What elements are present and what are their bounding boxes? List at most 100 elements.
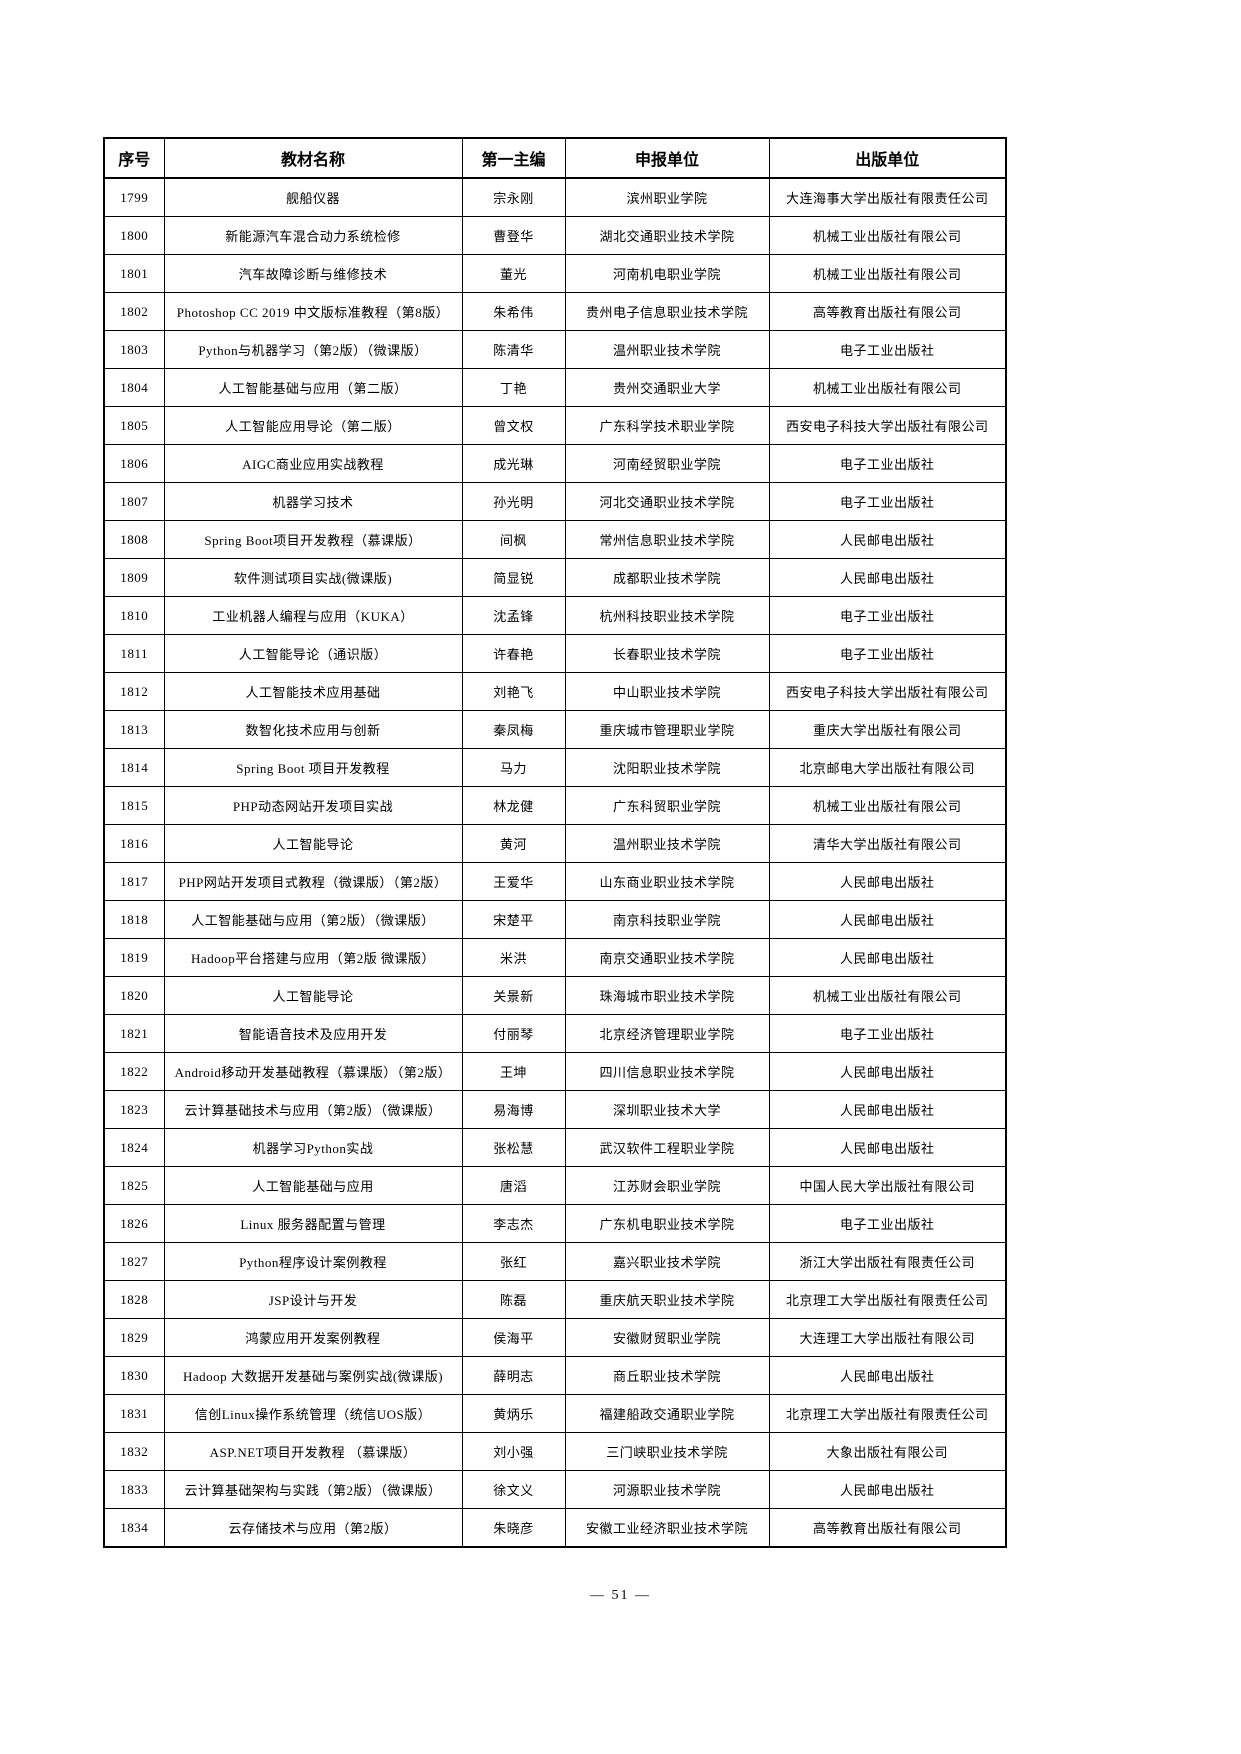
cell-first-editor: 沈孟锋 [461,596,566,635]
cell-publishing-unit: 高等教育出版社有限公司 [768,292,1007,331]
cell-publishing-unit: 人民邮电出版社 [768,1052,1007,1091]
cell-textbook-name: Python程序设计案例教程 [163,1242,463,1281]
cell-first-editor: 丁艳 [461,368,566,407]
cell-first-editor: 董光 [461,254,566,293]
cell-textbook-name: 云计算基础架构与实践（第2版）（微课版） [163,1470,463,1509]
table-row: 1829 鸿蒙应用开发案例教程 侯海平 安徽财贸职业学院 大连理工大学出版社有限公司 [103,1318,1007,1357]
cell-applying-unit: 三门峡职业技术学院 [564,1432,770,1471]
cell-first-editor: 宗永刚 [461,177,566,217]
cell-applying-unit: 杭州科技职业技术学院 [564,596,770,635]
cell-textbook-name: 机器学习Python实战 [163,1128,463,1167]
cell-applying-unit: 嘉兴职业技术学院 [564,1242,770,1281]
cell-serial-number: 1820 [103,976,165,1015]
cell-serial-number: 1800 [103,216,165,255]
cell-serial-number: 1804 [103,368,165,407]
cell-applying-unit: 湖北交通职业技术学院 [564,216,770,255]
cell-applying-unit: 重庆航天职业技术学院 [564,1280,770,1319]
cell-first-editor: 陈清华 [461,330,566,369]
cell-first-editor: 唐滔 [461,1166,566,1205]
cell-publishing-unit: 电子工业出版社 [768,330,1007,369]
cell-publishing-unit: 人民邮电出版社 [768,1356,1007,1395]
cell-publishing-unit: 机械工业出版社有限公司 [768,254,1007,293]
table-row: 1823 云计算基础技术与应用（第2版）（微课版） 易海博 深圳职业技术大学 人民邮电出… [103,1090,1007,1129]
cell-first-editor: 易海博 [461,1090,566,1129]
cell-applying-unit: 重庆城市管理职业学院 [564,710,770,749]
cell-applying-unit: 河南经贸职业学院 [564,444,770,483]
cell-textbook-name: 人工智能导论（通识版） [163,634,463,673]
cell-serial-number: 1824 [103,1128,165,1167]
cell-publishing-unit: 人民邮电出版社 [768,938,1007,977]
cell-serial-number: 1806 [103,444,165,483]
cell-publishing-unit: 人民邮电出版社 [768,1090,1007,1129]
cell-serial-number: 1803 [103,330,165,369]
table-row: 1833 云计算基础架构与实践（第2版）（微课版） 徐文义 河源职业技术学院 人民邮电出… [103,1470,1007,1509]
cell-first-editor: 刘小强 [461,1432,566,1471]
cell-applying-unit: 北京经济管理职业学院 [564,1014,770,1053]
cell-publishing-unit: 北京理工大学出版社有限责任公司 [768,1394,1007,1433]
cell-publishing-unit: 中国人民大学出版社有限公司 [768,1166,1007,1205]
cell-publishing-unit: 人民邮电出版社 [768,1128,1007,1167]
table-row: 1832 ASP.NET项目开发教程 （慕课版） 刘小强 三门峡职业技术学院 大象出版社… [103,1432,1007,1471]
cell-first-editor: 陈磊 [461,1280,566,1319]
cell-serial-number: 1805 [103,406,165,445]
table-header-row: 序号 教材名称 第一主编 申报单位 出版单位 [103,137,1007,179]
cell-serial-number: 1832 [103,1432,165,1471]
cell-textbook-name: Python与机器学习（第2版）（微课版） [163,330,463,369]
cell-applying-unit: 广东机电职业技术学院 [564,1204,770,1243]
table-row: 1811 人工智能导论（通识版） 许春艳 长春职业技术学院 电子工业出版社 [103,634,1007,673]
table-row: 1820 人工智能导论 关景新 珠海城市职业技术学院 机械工业出版社有限公司 [103,976,1007,1015]
cell-first-editor: 马力 [461,748,566,787]
cell-serial-number: 1809 [103,558,165,597]
cell-serial-number: 1801 [103,254,165,293]
table-row: 1821 智能语音技术及应用开发 付丽琴 北京经济管理职业学院 电子工业出版社 [103,1014,1007,1053]
cell-textbook-name: 数智化技术应用与创新 [163,710,463,749]
cell-publishing-unit: 人民邮电出版社 [768,900,1007,939]
cell-publishing-unit: 大连理工大学出版社有限公司 [768,1318,1007,1357]
cell-publishing-unit: 机械工业出版社有限公司 [768,216,1007,255]
table-row: 1807 机器学习技术 孙光明 河北交通职业技术学院 电子工业出版社 [103,482,1007,521]
cell-first-editor: 宋楚平 [461,900,566,939]
table-row: 1826 Linux 服务器配置与管理 李志杰 广东机电职业技术学院 电子工业出版社 [103,1204,1007,1243]
cell-publishing-unit: 北京邮电大学出版社有限公司 [768,748,1007,787]
cell-textbook-name: Android移动开发基础教程（慕课版）（第2版） [163,1052,463,1091]
cell-textbook-name: JSP设计与开发 [163,1280,463,1319]
cell-publishing-unit: 清华大学出版社有限公司 [768,824,1007,863]
header-serial-number: 序号 [103,137,165,179]
table-row: 1817 PHP网站开发项目式教程（微课版）（第2版） 王爱华 山东商业职业技术学院人… [103,862,1007,901]
cell-applying-unit: 南京交通职业技术学院 [564,938,770,977]
cell-textbook-name: 人工智能基础与应用（第2版）（微课版） [163,900,463,939]
cell-applying-unit: 商丘职业技术学院 [564,1356,770,1395]
cell-textbook-name: 人工智能导论 [163,824,463,863]
cell-publishing-unit: 重庆大学出版社有限公司 [768,710,1007,749]
cell-first-editor: 米洪 [461,938,566,977]
cell-applying-unit: 成都职业技术学院 [564,558,770,597]
table-row: 1803 Python与机器学习（第2版）（微课版） 陈清华 温州职业技术学院 电子工业… [103,330,1007,369]
cell-publishing-unit: 电子工业出版社 [768,482,1007,521]
cell-textbook-name: 鸿蒙应用开发案例教程 [163,1318,463,1357]
table-row: 1822 Android移动开发基础教程（慕课版）（第2版） 王坤 四川信息职业技术学… [103,1052,1007,1091]
table-row: 1810 工业机器人编程与应用（KUKA） 沈孟锋 杭州科技职业技术学院 电子工业出版社 [103,596,1007,635]
table-row: 1831 信创Linux操作系统管理（统信UOS版） 黄炳乐 福建船政交通职业学院 北京… [103,1394,1007,1433]
cell-serial-number: 1812 [103,672,165,711]
cell-applying-unit: 长春职业技术学院 [564,634,770,673]
cell-serial-number: 1802 [103,292,165,331]
cell-textbook-name: 人工智能基础与应用 [163,1166,463,1205]
cell-applying-unit: 福建船政交通职业学院 [564,1394,770,1433]
table-row: 1824 机器学习Python实战 张松慧 武汉软件工程职业学院 人民邮电出版社 [103,1128,1007,1167]
cell-applying-unit: 武汉软件工程职业学院 [564,1128,770,1167]
cell-serial-number: 1807 [103,482,165,521]
table-row: 1830 Hadoop 大数据开发基础与案例实战(微课版) 薛明志 商丘职业技术学院人… [103,1356,1007,1395]
cell-first-editor: 朱晓彦 [461,1508,566,1548]
cell-publishing-unit: 人民邮电出版社 [768,520,1007,559]
table-row: 1827 Python程序设计案例教程 张红 嘉兴职业技术学院 浙江大学出版社有限责任公… [103,1242,1007,1281]
table-row: 1819 Hadoop平台搭建与应用（第2版 微课版） 米洪 南京交通职业技术学院 人民… [103,938,1007,977]
cell-publishing-unit: 大连海事大学出版社有限责任公司 [768,177,1007,217]
cell-serial-number: 1799 [103,177,165,217]
page-number: — 51 — [590,1588,651,1603]
table-row: 1818 人工智能基础与应用（第2版）（微课版） 宋楚平 南京科技职业学院 人民邮电出版… [103,900,1007,939]
cell-publishing-unit: 机械工业出版社有限公司 [768,976,1007,1015]
cell-applying-unit: 广东科贸职业学院 [564,786,770,825]
cell-textbook-name: 云计算基础技术与应用（第2版）（微课版） [163,1090,463,1129]
table-row: 1815 PHP动态网站开发项目实战 林龙健 广东科贸职业学院 机械工业出版社有限公司 [103,786,1007,825]
cell-applying-unit: 河南机电职业学院 [564,254,770,293]
